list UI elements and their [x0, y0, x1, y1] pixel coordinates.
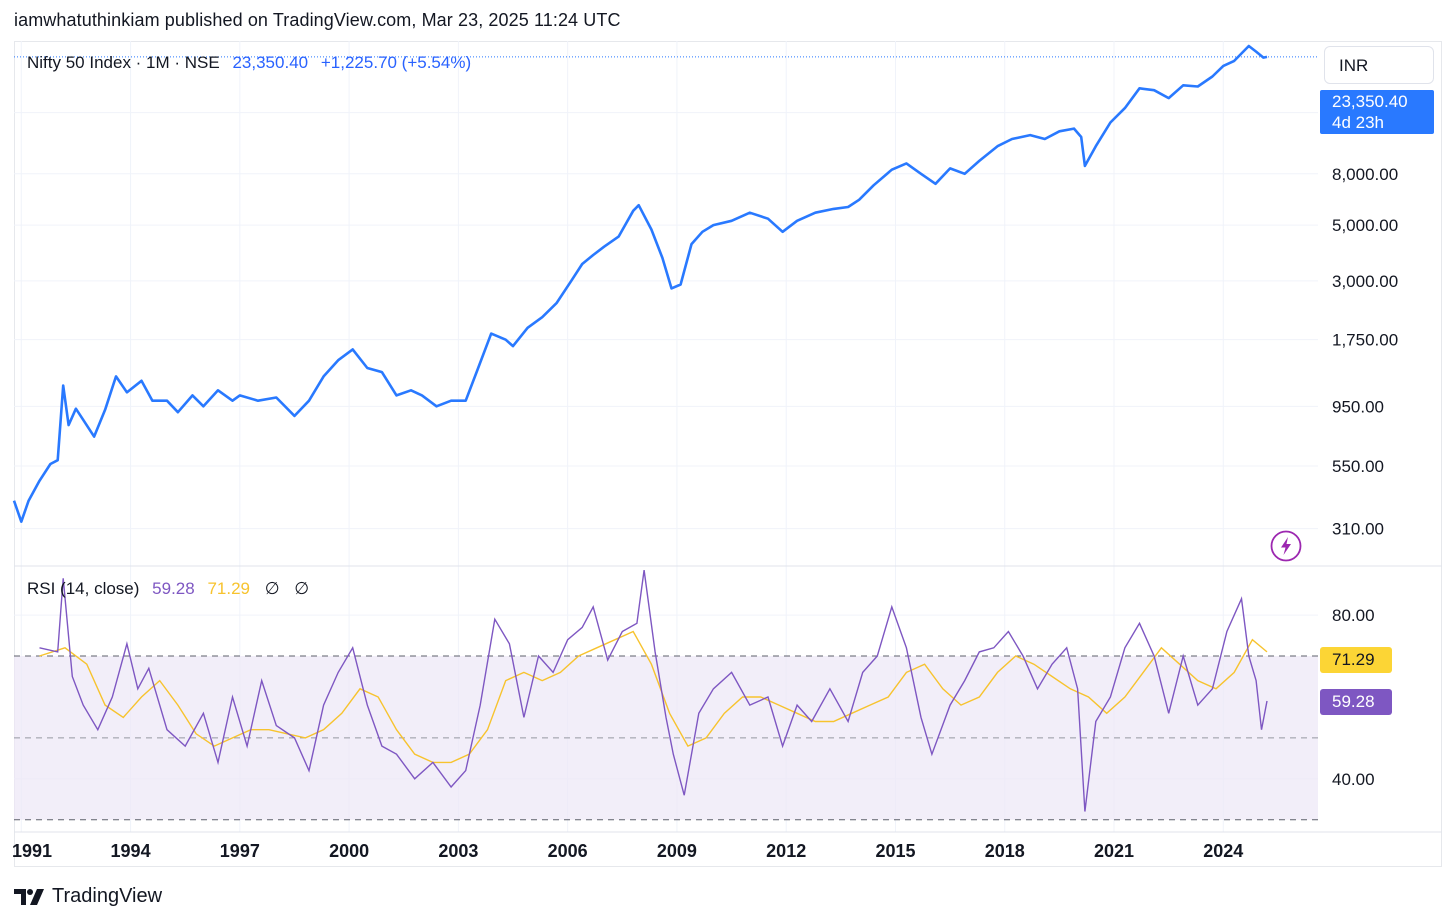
last-price-value: 23,350.40 — [1332, 92, 1408, 111]
rsi-legend[interactable]: RSI (14, close) 59.28 71.29 ∅ ∅ — [27, 579, 309, 599]
time-axis-label: 2018 — [985, 841, 1025, 861]
publish-caption: iamwhatuthinkiam published on TradingVie… — [14, 10, 621, 30]
rsi-flag-2: ∅ — [294, 579, 310, 598]
last-price-label: 23,350.40 4d 23h — [1320, 90, 1434, 134]
brand-footer[interactable]: TradingView — [14, 885, 162, 908]
time-axis-label: 1997 — [220, 841, 260, 861]
rsi-flag-1: ∅ — [264, 579, 280, 598]
brand-name: TradingView — [52, 885, 163, 907]
time-axis: 1991 1994 1997 2000 2003 2006 2009 2012 2015 2018… — [12, 841, 1243, 861]
time-axis-label: 1991 — [12, 841, 52, 861]
price-axis-label: 8,000.00 — [1332, 165, 1398, 184]
price-axis-label: 550.00 — [1332, 457, 1384, 476]
rsi-axis-tag: 59.28 — [1320, 689, 1392, 715]
price-axis-label: 950.00 — [1332, 397, 1384, 416]
time-axis-label: 2015 — [875, 841, 915, 861]
symbol-legend[interactable]: Nifty 50 Index · 1M · NSE 23,350.40 +1,2… — [27, 53, 471, 73]
chart-frame[interactable] — [14, 41, 1442, 867]
price-axis-label: 5,000.00 — [1332, 216, 1398, 235]
time-axis-label: 2000 — [329, 841, 369, 861]
legend-price: 23,350.40 — [232, 53, 309, 72]
lightning-icon[interactable] — [1270, 530, 1302, 562]
rsi-legend-value: 59.28 — [152, 579, 195, 598]
rsi-axis-label: 40.00 — [1332, 770, 1375, 789]
time-axis-label: 2009 — [657, 841, 697, 861]
tradingview-logo-icon — [14, 888, 44, 905]
price-axis-label: 1,750.00 — [1332, 331, 1398, 350]
rsi-axis-label: 80.00 — [1332, 606, 1375, 625]
rsi-ma-legend-value: 71.29 — [207, 579, 250, 598]
time-axis-label: 2006 — [548, 841, 588, 861]
time-axis-label: 1994 — [111, 841, 151, 861]
price-axis-label: 3,000.00 — [1332, 272, 1398, 291]
time-axis-label: 2021 — [1094, 841, 1134, 861]
rsi-ma-axis-tag: 71.29 — [1320, 647, 1392, 673]
price-axis-label: 310.00 — [1332, 520, 1384, 539]
rsi-ma-series-line — [39, 630, 1268, 764]
price-axis: 310.00 550.00 950.00 1,750.00 3,000.00 5,000.… — [1332, 104, 1408, 539]
price-series-line — [12, 44, 1268, 523]
rsi-band — [14, 655, 1318, 821]
rsi-axis: 40.00 80.00 — [1332, 606, 1375, 789]
bar-countdown: 4d 23h — [1332, 113, 1384, 132]
currency-button[interactable]: INR — [1324, 46, 1434, 84]
time-axis-label: 2003 — [438, 841, 478, 861]
rsi-title: RSI (14, close) — [27, 579, 140, 598]
symbol-title: Nifty 50 Index · 1M · NSE — [27, 53, 220, 72]
rsi-series-line — [39, 570, 1268, 812]
time-axis-label: 2012 — [766, 841, 806, 861]
legend-change: +1,225.70 (+5.54%) — [320, 53, 472, 72]
time-axis-label: 2024 — [1203, 841, 1243, 861]
